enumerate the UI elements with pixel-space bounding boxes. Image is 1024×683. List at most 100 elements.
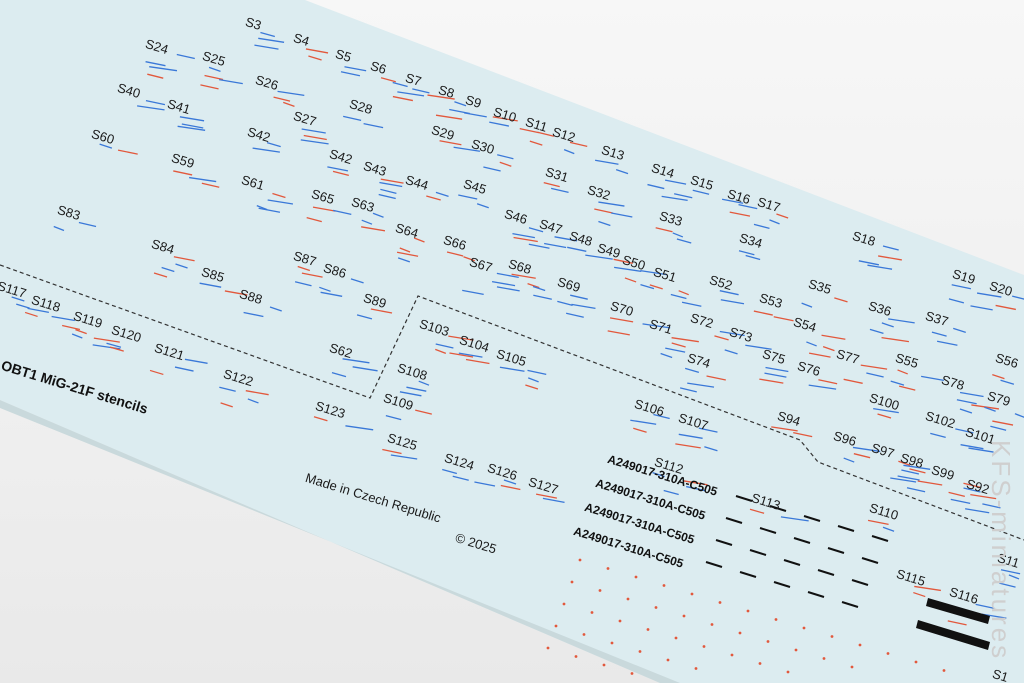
stencil-mark	[258, 207, 281, 213]
stencil-mark	[670, 293, 687, 300]
stencil-mark	[917, 480, 943, 486]
stencil-mark	[500, 484, 521, 491]
stencil-mark	[745, 254, 761, 261]
stencil-mark	[544, 242, 567, 249]
stencil-mark	[867, 519, 889, 526]
stencil-dot	[590, 611, 594, 614]
stencil-mark	[565, 312, 584, 318]
stencil-mark	[24, 311, 38, 318]
stencil-mark	[665, 347, 686, 353]
stencil-dot	[730, 653, 734, 657]
stencil-mark	[390, 454, 418, 460]
stencil-mark	[633, 427, 647, 433]
stencil-mark	[860, 364, 888, 370]
stencil-dot	[794, 648, 798, 652]
stencil-mark	[153, 272, 168, 278]
stencil-mark	[301, 128, 326, 134]
stencil-mark	[686, 485, 705, 492]
stencil-mark	[684, 367, 700, 374]
stencil-mark	[303, 134, 327, 141]
stencil-mark	[426, 195, 441, 201]
stencil-mark	[719, 330, 745, 337]
stencil-mark	[252, 147, 280, 153]
stencil-dot	[654, 606, 658, 609]
stencil-mark	[655, 227, 673, 233]
stencil-mark	[491, 280, 516, 287]
stencil-mark	[220, 402, 233, 408]
stencil-mark	[963, 482, 981, 488]
stencil-dot	[690, 592, 694, 596]
stencil-mark	[147, 73, 164, 79]
stencil-mark	[543, 181, 560, 188]
stencil-mark	[406, 386, 427, 392]
stencil-mark	[683, 480, 708, 486]
stencil-mark	[370, 308, 393, 314]
stencil-mark	[671, 337, 699, 343]
stencil-mark	[277, 90, 305, 96]
stencil-mark	[903, 464, 931, 470]
stencil-mark	[332, 209, 352, 216]
stencil-mark	[92, 344, 121, 350]
stencil-mark	[533, 294, 552, 300]
stencil-mark	[818, 379, 838, 385]
stencil-mark	[528, 227, 544, 233]
stencil-mark	[999, 582, 1016, 588]
stencil-mark	[765, 366, 789, 373]
stencil-mark	[361, 219, 373, 225]
stencil-dot	[638, 650, 642, 653]
stencil-dot	[554, 624, 558, 628]
stencil-mark	[806, 341, 817, 347]
stencil-mark	[380, 188, 397, 194]
stencil-mark	[273, 96, 291, 102]
stencil-dot	[598, 589, 602, 592]
stencil-mark	[397, 257, 411, 263]
stencil-mark	[1000, 569, 1021, 575]
stencil-mark	[399, 391, 422, 397]
stencil-mark	[452, 475, 469, 481]
stencil-dot	[738, 631, 742, 635]
stencil-mark	[176, 53, 195, 60]
stencil-dot	[914, 660, 918, 664]
stencil-mark	[679, 387, 697, 393]
stencil-mark	[704, 446, 718, 452]
stencil-mark	[963, 487, 981, 493]
stencil-mark	[189, 176, 217, 183]
stencil-mark	[204, 74, 224, 81]
stencil-mark	[753, 223, 770, 229]
stencil-mark	[385, 415, 402, 421]
stencil-mark	[681, 301, 702, 307]
stencil-mark	[392, 81, 408, 88]
stencil-mark	[554, 236, 578, 242]
stencil-mark	[959, 408, 973, 414]
stencil-mark	[463, 256, 475, 262]
stencil-mark	[585, 254, 613, 260]
stencil-mark	[724, 349, 738, 355]
stencil-dot	[546, 646, 550, 650]
stencil-mark	[200, 84, 219, 90]
stencil-mark	[970, 305, 993, 311]
stencil-dot	[562, 602, 566, 606]
stencil-mark	[535, 493, 558, 499]
stencil-mark	[867, 264, 893, 270]
stencil-mark	[458, 194, 478, 200]
stencil-mark	[992, 374, 1005, 380]
stencil-mark	[745, 344, 772, 350]
stencil-mark	[181, 123, 204, 129]
stencil-mark	[640, 269, 667, 276]
stencil-dot	[774, 618, 778, 621]
stencil-mark	[921, 375, 944, 382]
stencil-dot	[618, 619, 622, 623]
stencil-mark	[676, 238, 692, 244]
stencil-mark	[890, 380, 905, 386]
stencil-dash	[827, 547, 845, 554]
stencil-dash	[769, 505, 787, 512]
stencil-mark	[981, 613, 1007, 619]
stencil-mark	[453, 146, 481, 152]
stencil-dash	[739, 571, 757, 578]
stencil-mark	[720, 299, 745, 305]
stencil-mark	[853, 453, 871, 459]
stencil-dash	[837, 525, 855, 532]
stencil-mark	[439, 140, 462, 146]
stencil-dash	[749, 549, 767, 556]
